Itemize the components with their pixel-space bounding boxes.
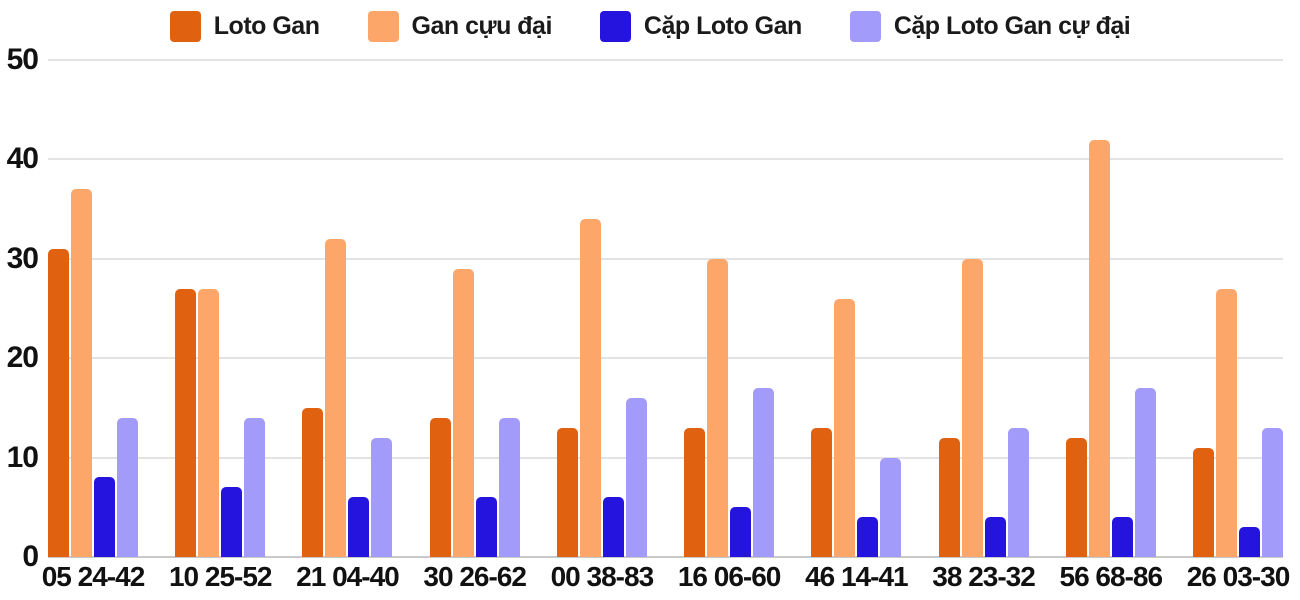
legend-label: Cặp Loto Gan: [643, 11, 802, 40]
bar-gan-cuu-ai[interactable]: [198, 288, 220, 557]
chart-legend: Loto Gan Gan cựu đại Cặp Loto Gan Cặp Lo…: [0, 7, 1300, 45]
y-tick-label: 0: [22, 540, 39, 573]
legend-item-cap-loto-gan-cu-dai[interactable]: Cặp Loto Gan cự đại: [849, 10, 1131, 42]
bar-cap-loto-gan-cu-ai[interactable]: [753, 388, 775, 557]
x-tick-label-text: 05 24-42: [41, 561, 146, 592]
gridline: [48, 357, 1283, 360]
y-tick-label: 40: [6, 142, 39, 176]
bar-gan-cuu-ai[interactable]: [834, 298, 856, 557]
bar-gan-cuu-ai[interactable]: [1088, 139, 1110, 557]
y-tick-label: 30: [6, 241, 39, 275]
bar-cap-loto-gan[interactable]: [475, 497, 497, 557]
bar-cap-loto-gan[interactable]: [857, 517, 879, 557]
x-tick-label-text: 10 25-52: [168, 561, 273, 592]
bar-cap-loto-gan[interactable]: [94, 477, 115, 557]
x-tick-label: 30 26-62: [423, 561, 527, 593]
bar-gan-cuu-ai[interactable]: [1216, 288, 1237, 557]
legend-label: Gan cựu đại: [411, 11, 553, 40]
bar-loto-gan[interactable]: [556, 427, 578, 557]
x-tick-label-text: 26 03-30: [1186, 561, 1291, 592]
bar-cap-loto-gan[interactable]: [221, 487, 243, 557]
x-tick-label-text: 38 23-32: [932, 561, 1036, 592]
bar-cap-loto-gan[interactable]: [1239, 527, 1260, 557]
x-tick-label: 46 14-41: [805, 561, 909, 593]
bar-cap-loto-gan[interactable]: [984, 517, 1006, 557]
bar-group-00-38-83: [556, 60, 647, 557]
bar-group-26-03-30: [1193, 60, 1283, 557]
bar-gan-cuu-ai[interactable]: [325, 238, 347, 557]
bar-group-05-24-42: [48, 60, 138, 557]
bar-gan-cuu-ai[interactable]: [961, 258, 983, 557]
bar-loto-gan[interactable]: [48, 248, 69, 557]
x-tick-label-text: 56 68-86: [1059, 561, 1164, 592]
bar-cap-loto-gan[interactable]: [1111, 517, 1133, 557]
legend-item-gan-cuu-dai[interactable]: Gan cựu đại: [367, 10, 553, 42]
legend-item-loto-gan[interactable]: Loto Gan: [169, 10, 320, 42]
bar-loto-gan[interactable]: [302, 407, 324, 557]
bar-loto-gan[interactable]: [429, 417, 451, 557]
bar-loto-gan[interactable]: [811, 427, 833, 557]
bar-cap-loto-gan[interactable]: [348, 497, 370, 557]
x-tick-label-text: 46 14-41: [805, 561, 909, 592]
x-tick-label-text: 21 04-40: [296, 561, 400, 592]
bar-loto-gan[interactable]: [1065, 437, 1087, 557]
x-tick-label: 16 06-60: [678, 561, 782, 593]
bar-cap-loto-gan-cu-ai[interactable]: [498, 417, 520, 557]
bar-group-46-14-41: [811, 60, 902, 557]
bar-group-16-06-60: [684, 60, 775, 557]
bar-cap-loto-gan[interactable]: [730, 507, 752, 557]
bar-cap-loto-gan-cu-ai[interactable]: [625, 397, 647, 557]
legend-swatch-cap-loto-gan: [599, 10, 631, 42]
legend-swatch-gan-cuu-dai: [367, 10, 399, 42]
bar-cap-loto-gan-cu-ai[interactable]: [1262, 427, 1283, 557]
bar-group-21-04-40: [302, 60, 393, 557]
plot-area: [48, 59, 1283, 558]
bar-cap-loto-gan-cu-ai[interactable]: [117, 417, 138, 557]
x-tick-label: 05 24-42: [42, 561, 146, 593]
bar-cap-loto-gan-cu-ai[interactable]: [371, 437, 393, 557]
y-tick-label: 20: [6, 341, 39, 375]
y-tick-label: 50: [6, 43, 39, 76]
x-tick-label-text: 16 06-60: [677, 561, 782, 592]
bar-gan-cuu-ai[interactable]: [71, 189, 92, 557]
bar-group-30-26-62: [429, 60, 520, 557]
bar-loto-gan[interactable]: [684, 427, 706, 557]
legend-item-cap-loto-gan[interactable]: Cặp Loto Gan: [599, 10, 802, 42]
x-tick-label-text: 00 38-83: [550, 561, 655, 592]
gridline: [48, 158, 1283, 161]
bar-gan-cuu-ai[interactable]: [579, 219, 601, 557]
bar-cap-loto-gan-cu-ai[interactable]: [1007, 427, 1029, 557]
bar-gan-cuu-ai[interactable]: [452, 268, 474, 557]
gridline: [48, 59, 1283, 61]
gridline: [48, 456, 1283, 459]
bar-group-10-25-52: [175, 60, 266, 557]
bar-cap-loto-gan[interactable]: [602, 497, 624, 557]
x-tick-label: 10 25-52: [169, 561, 273, 593]
y-tick-label: 10: [6, 440, 39, 474]
bar-cap-loto-gan-cu-ai[interactable]: [244, 417, 266, 557]
x-tick-label: 00 38-83: [551, 561, 655, 593]
x-axis-line: [48, 556, 1283, 558]
x-tick-label: 21 04-40: [296, 561, 400, 593]
legend-swatch-loto-gan: [169, 10, 201, 42]
x-tick-label: 38 23-32: [932, 561, 1036, 593]
bar-loto-gan[interactable]: [175, 288, 197, 557]
legend-label: Loto Gan: [213, 11, 320, 40]
bar-group-38-23-32: [938, 60, 1029, 557]
bar-cap-loto-gan-cu-ai[interactable]: [1134, 388, 1156, 557]
bar-cap-loto-gan-cu-ai[interactable]: [880, 457, 902, 557]
legend-label: Cặp Loto Gan cự đại: [893, 11, 1131, 40]
bar-loto-gan[interactable]: [1193, 447, 1214, 557]
x-tick-label: 56 68-86: [1060, 561, 1164, 593]
x-tick-label: 26 03-30: [1187, 561, 1291, 593]
gridline: [48, 257, 1283, 260]
bar-loto-gan[interactable]: [938, 437, 960, 557]
x-axis: 05 24-42 10 25-52 21 04-40 30 26-62 00 38-83…: [42, 561, 1291, 597]
x-tick-label-text: 30 26-62: [423, 561, 527, 592]
bar-group-56-68-86: [1065, 60, 1156, 557]
bar-gan-cuu-ai[interactable]: [707, 258, 729, 557]
legend-swatch-cap-loto-gan-cu-dai: [849, 10, 881, 42]
